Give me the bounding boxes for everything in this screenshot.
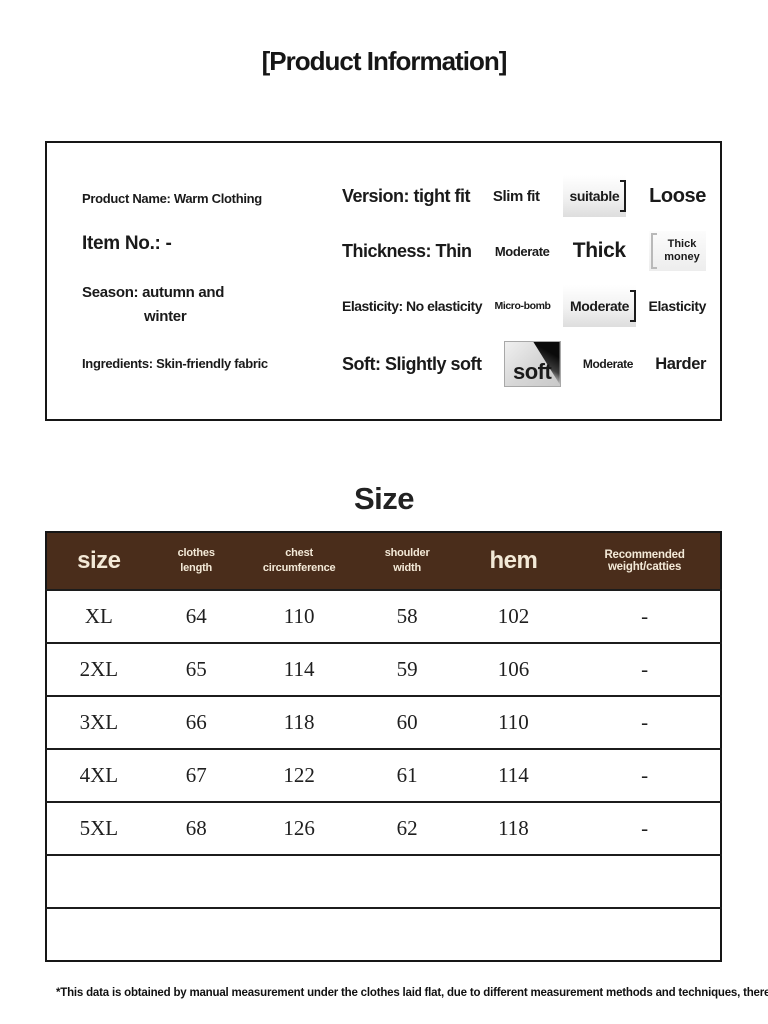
header-shoulder-width: shoulder width <box>357 532 458 590</box>
cell-weight: - <box>569 801 721 855</box>
soft-option-harder: Harder <box>655 354 706 373</box>
cell-chest: 114 <box>241 642 357 696</box>
page-title: [Product Information] <box>261 46 508 76</box>
cell-hem: 106 <box>457 642 570 696</box>
header-row: size clothes length chest circumference … <box>46 532 721 590</box>
thickness-option-thick-money-selected: Thick money <box>648 231 706 271</box>
cell-chest: 122 <box>241 748 357 802</box>
cell-shoulder: 61 <box>356 748 458 802</box>
cell-size: XL <box>46 589 151 643</box>
table-row-xl: XL 64 110 58 102 - <box>46 589 721 643</box>
elasticity-option-elasticity: Elasticity <box>648 298 707 314</box>
selection-bracket-icon <box>620 180 627 212</box>
cell-chest: 126 <box>241 801 357 855</box>
header-hem: hem <box>489 547 538 574</box>
header-chest-line2: circumference <box>262 562 336 574</box>
cell-size: 2XL <box>46 642 151 696</box>
elasticity-option-moderate-selected: Moderate <box>563 285 637 327</box>
cell-chest: 118 <box>241 695 357 749</box>
header-shoulder-line1: shoulder <box>384 547 430 560</box>
product-info-right-column: Version: tight fit Slim fit suitable Loo… <box>342 143 720 419</box>
cell-size: 4XL <box>46 748 151 802</box>
soft-option-moderate: Moderate <box>582 357 634 371</box>
table-row-4xl: 4XL 67 122 61 114 - <box>46 748 721 802</box>
attribute-row-version: Version: tight fit Slim fit suitable Loo… <box>342 175 706 217</box>
table-row-3xl: 3XL 66 118 60 110 - <box>46 695 721 749</box>
cell-size: 3XL <box>46 695 151 749</box>
cell-weight: - <box>569 695 721 749</box>
version-option-slim-fit: Slim fit <box>492 187 540 205</box>
cell-clothes-length: 65 <box>150 642 242 696</box>
cell-size: 5XL <box>46 801 151 855</box>
elasticity-option-micro-bomb: Micro-bomb <box>494 300 551 312</box>
header-clothes-length-line1: clothes <box>177 547 215 560</box>
selection-bracket-icon <box>650 233 657 269</box>
header-chest-line1: chest <box>285 547 313 560</box>
header-clothes-length-line2: length <box>180 562 213 574</box>
size-table: size clothes length chest circumference … <box>45 531 722 962</box>
product-name-text: Product Name: Warm Clothing <box>82 191 262 207</box>
cell-weight: - <box>569 589 721 643</box>
empty-cell <box>46 907 721 961</box>
header-chest-circumference: chest circumference <box>242 532 357 590</box>
thickness-option-thick-money-text: Thick money <box>664 238 700 263</box>
empty-table-row <box>46 907 721 961</box>
size-table-header: size clothes length chest circumference … <box>46 532 721 590</box>
header-shoulder-line2: width <box>393 562 421 574</box>
attribute-row-elasticity: Elasticity: No elasticity Micro-bomb Mod… <box>342 285 706 327</box>
cell-clothes-length: 66 <box>150 695 242 749</box>
soft-option-soft-selected: soft <box>503 341 561 387</box>
thickness-option-thick: Thick <box>572 239 626 262</box>
cell-shoulder: 59 <box>356 642 458 696</box>
header-size: size <box>77 547 121 574</box>
product-info-box: Product Name: Warm Clothing Item No.: - … <box>45 141 722 421</box>
table-row-2xl: 2XL 65 114 59 106 - <box>46 642 721 696</box>
size-table-body: XL 64 110 58 102 - 2XL 65 114 59 106 - 3… <box>46 589 721 961</box>
cell-shoulder: 60 <box>356 695 458 749</box>
version-option-loose: Loose <box>649 184 706 207</box>
elasticity-label: Elasticity: No elasticity <box>342 298 483 314</box>
cell-clothes-length: 64 <box>150 589 242 643</box>
season-line2: winter <box>144 308 187 326</box>
version-option-suitable-text: suitable <box>569 188 620 204</box>
product-info-left-column: Product Name: Warm Clothing Item No.: - … <box>47 143 342 419</box>
item-no-text: Item No.: - <box>82 232 172 254</box>
ingredients-text: Ingredients: Skin-friendly fabric <box>82 355 268 371</box>
cell-weight: - <box>569 748 721 802</box>
version-option-suitable-selected: suitable <box>562 175 627 217</box>
empty-cell <box>46 854 721 908</box>
cell-chest: 110 <box>241 589 357 643</box>
soft-label: Soft: Slightly soft <box>342 353 482 374</box>
attribute-row-thickness: Thickness: Thin Moderate Thick Thick mon… <box>342 231 706 271</box>
measurement-disclaimer: *This data is obtained by manual measure… <box>56 987 768 999</box>
elasticity-option-moderate-text: Moderate <box>570 298 630 314</box>
cell-hem: 110 <box>457 695 570 749</box>
version-label: Version: tight fit <box>342 185 471 206</box>
thickness-option-moderate: Moderate <box>494 243 550 259</box>
cell-clothes-length: 67 <box>150 748 242 802</box>
thickness-label: Thickness: Thin <box>342 240 472 261</box>
cell-clothes-length: 68 <box>150 801 242 855</box>
cell-hem: 114 <box>457 748 570 802</box>
cell-hem: 118 <box>457 801 570 855</box>
season-text: Season: autumn and winter <box>82 281 342 329</box>
cell-weight: - <box>569 642 721 696</box>
cell-shoulder: 58 <box>356 589 458 643</box>
cell-hem: 102 <box>457 589 570 643</box>
season-line1: Season: autumn and <box>82 284 225 302</box>
size-section-heading: Size <box>353 481 415 516</box>
table-row-5xl: 5XL 68 126 62 118 - <box>46 801 721 855</box>
empty-table-row <box>46 854 721 908</box>
header-recommended-weight: Recommended weight/catties <box>604 549 685 573</box>
selection-bracket-icon <box>630 290 637 322</box>
soft-option-soft-text: soft <box>513 359 552 384</box>
header-clothes-length: clothes length <box>151 532 242 590</box>
cell-shoulder: 62 <box>356 801 458 855</box>
attribute-row-soft: Soft: Slightly soft soft Moderate Harder <box>342 341 706 387</box>
